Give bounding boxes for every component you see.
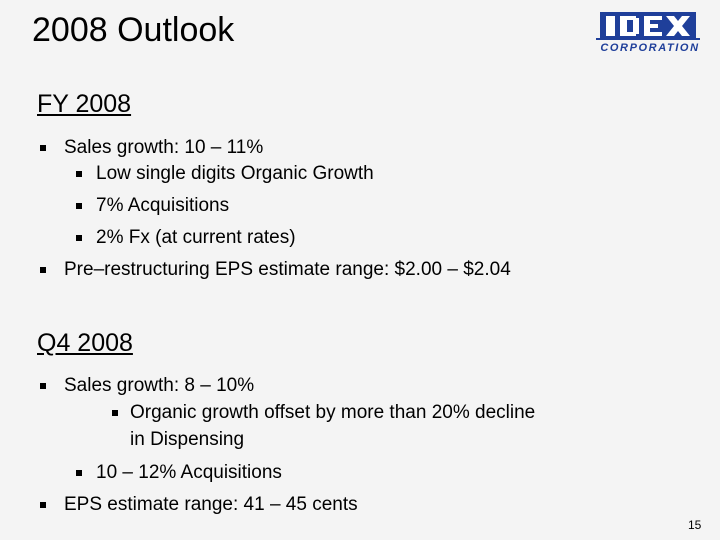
q4-eps: EPS estimate range: 41 – 45 cents [64,494,358,515]
bullet-square-icon [40,267,46,273]
fy-sales-growth: Sales growth: 10 – 11% [64,137,264,158]
fy-organic-growth: Low single digits Organic Growth [96,163,374,184]
slide-title: 2008 Outlook [32,11,235,49]
fy-fx: 2% Fx (at current rates) [96,227,296,248]
bullet-square-icon [76,203,82,209]
q4-organic-line2: in Dispensing [130,429,245,450]
bullet-square-icon [76,235,82,241]
idex-logo: CORPORATION [596,12,704,62]
bullet-square-icon [76,171,82,177]
bullet-square-icon [40,383,46,389]
q4-organic-line1: Organic growth offset by more than 20% d… [130,402,536,423]
idex-logo-mark [596,12,700,40]
bullet-square-icon [40,145,46,151]
q4-heading: Q4 2008 [37,329,133,357]
bullet-square-icon [76,470,82,476]
bullet-square-icon [112,410,118,416]
fy-acquisitions: 7% Acquisitions [96,195,230,216]
logo-subtitle: CORPORATION [600,42,700,54]
q4-sales-growth: Sales growth: 8 – 10% [64,375,255,396]
bullet-square-icon [40,502,46,508]
fy-eps: Pre–restructuring EPS estimate range: $2… [64,259,511,280]
q4-acquisitions: 10 – 12% Acquisitions [96,462,282,483]
fy-heading: FY 2008 [37,90,132,118]
page-number: 15 [688,518,702,532]
